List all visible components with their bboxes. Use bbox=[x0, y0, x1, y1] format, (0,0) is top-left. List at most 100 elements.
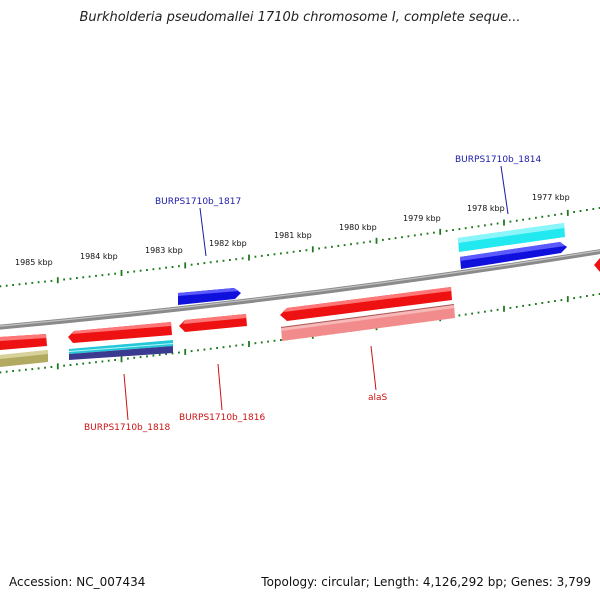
upper-tick-track bbox=[0, 207, 600, 288]
minor-tick bbox=[458, 228, 461, 231]
minor-tick bbox=[88, 275, 91, 278]
minor-tick bbox=[592, 208, 595, 210]
accession-info: Accession: NC_007434 bbox=[9, 575, 145, 589]
minor-tick bbox=[573, 297, 575, 300]
minor-tick bbox=[356, 242, 359, 245]
minor-tick bbox=[133, 356, 136, 359]
minor-tick bbox=[190, 263, 193, 266]
gene-BURPS1710b_1818-navy[interactable] bbox=[69, 346, 173, 360]
minor-tick bbox=[190, 350, 193, 353]
minor-tick bbox=[496, 222, 499, 225]
minor-tick bbox=[598, 207, 600, 209]
gene-label-BURPS1710b_1816[interactable]: BURPS1710b_1816 bbox=[179, 413, 265, 423]
minor-tick bbox=[490, 309, 493, 312]
genes-value: 3,799 bbox=[556, 575, 591, 589]
reverse-genes bbox=[0, 287, 455, 367]
minor-tick bbox=[222, 346, 225, 349]
minor-tick bbox=[216, 260, 218, 263]
minor-tick bbox=[401, 236, 403, 239]
minor-tick bbox=[254, 342, 257, 345]
minor-tick bbox=[18, 283, 21, 286]
minor-tick bbox=[490, 223, 493, 226]
minor-tick bbox=[69, 277, 72, 280]
map-title: Burkholderia pseudomallei 1710b chromoso… bbox=[79, 10, 521, 25]
minor-tick bbox=[458, 314, 461, 317]
minor-tick bbox=[484, 224, 486, 227]
minor-tick bbox=[216, 347, 218, 349]
major-tick bbox=[120, 270, 123, 276]
minor-tick bbox=[165, 266, 167, 269]
minor-tick bbox=[509, 306, 512, 309]
minor-tick bbox=[318, 247, 320, 250]
minor-tick bbox=[69, 364, 72, 366]
minor-tick bbox=[95, 274, 97, 277]
minor-tick bbox=[515, 219, 518, 222]
minor-tick bbox=[273, 253, 276, 256]
minor-tick bbox=[337, 244, 340, 247]
minor-tick bbox=[598, 293, 600, 295]
minor-tick bbox=[554, 213, 556, 216]
minor-tick bbox=[579, 296, 582, 299]
minor-tick bbox=[331, 245, 333, 248]
minor-tick bbox=[541, 215, 544, 218]
minor-tick bbox=[127, 357, 129, 360]
minor-tick bbox=[433, 231, 435, 234]
minor-tick bbox=[426, 232, 429, 235]
minor-tick bbox=[362, 241, 365, 244]
tick-label: 1980 kbp bbox=[339, 223, 377, 232]
minor-tick bbox=[158, 353, 161, 356]
minor-tick bbox=[18, 369, 21, 372]
gene-label-BURPS1710b_1818[interactable]: BURPS1710b_1818 bbox=[84, 423, 170, 433]
minor-tick bbox=[260, 341, 263, 344]
minor-tick bbox=[260, 254, 263, 257]
minor-tick bbox=[5, 370, 8, 373]
tick-label: 1977 kbp bbox=[532, 193, 570, 202]
minor-tick bbox=[107, 359, 110, 362]
minor-tick bbox=[0, 371, 2, 374]
minor-tick bbox=[158, 267, 161, 270]
minor-tick bbox=[229, 345, 231, 348]
gene-label-alaS[interactable]: alaS bbox=[368, 393, 388, 403]
minor-tick bbox=[286, 251, 289, 254]
major-tick bbox=[439, 228, 442, 235]
minor-tick bbox=[171, 352, 174, 355]
minor-tick bbox=[222, 259, 225, 262]
minor-tick bbox=[50, 366, 53, 368]
minor-tick bbox=[229, 259, 231, 261]
gene-partial-right[interactable] bbox=[594, 258, 600, 272]
major-tick bbox=[566, 209, 569, 216]
minor-tick bbox=[535, 216, 537, 219]
major-tick bbox=[248, 254, 250, 261]
gene-labels: BURPS1710b_1814 BURPS1710b_1817 BURPS171… bbox=[84, 155, 541, 433]
minor-tick bbox=[560, 212, 563, 215]
forward-genes bbox=[178, 223, 600, 305]
minor-tick bbox=[471, 226, 473, 229]
minor-tick bbox=[452, 229, 454, 231]
minor-tick bbox=[554, 300, 556, 302]
gene-label-BURPS1710b_1817[interactable]: BURPS1710b_1817 bbox=[155, 197, 241, 207]
minor-tick bbox=[25, 368, 27, 371]
minor-tick bbox=[127, 271, 129, 274]
minor-tick bbox=[37, 367, 40, 370]
minor-tick bbox=[139, 356, 142, 359]
topology-label: Topology: bbox=[261, 575, 318, 589]
minor-tick bbox=[133, 270, 136, 273]
minor-tick bbox=[114, 272, 116, 275]
minor-tick bbox=[114, 359, 116, 361]
minor-tick bbox=[209, 347, 212, 350]
gene-label-BURPS1710b_1814[interactable]: BURPS1710b_1814 bbox=[455, 155, 541, 165]
minor-tick bbox=[560, 299, 563, 302]
minor-tick bbox=[107, 273, 110, 276]
tick-label: 1983 kbp bbox=[145, 246, 183, 255]
minor-tick bbox=[241, 343, 244, 346]
major-tick bbox=[311, 246, 314, 253]
minor-tick bbox=[496, 308, 499, 311]
minor-tick bbox=[299, 250, 301, 252]
minor-tick bbox=[292, 250, 295, 253]
length-value: 4,126,292 bp bbox=[422, 575, 503, 589]
minor-tick bbox=[139, 269, 142, 272]
minor-tick bbox=[178, 265, 180, 268]
minor-tick bbox=[267, 254, 269, 257]
major-tick bbox=[503, 305, 505, 312]
